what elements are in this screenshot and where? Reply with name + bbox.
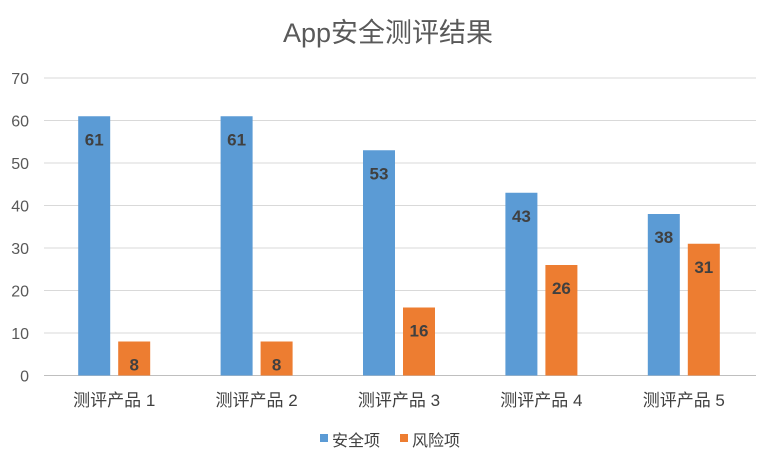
y-tick-label: 10 (11, 326, 29, 343)
y-tick-label: 60 (11, 114, 29, 131)
legend-swatch (400, 434, 408, 442)
y-tick-label: 50 (11, 156, 29, 173)
bar-safety (505, 192, 538, 376)
y-tick-label: 20 (11, 284, 29, 301)
y-tick-label: 0 (20, 369, 29, 386)
data-label: 16 (410, 322, 429, 341)
data-label: 61 (227, 130, 246, 149)
data-label: 31 (694, 258, 713, 277)
data-label: 53 (370, 164, 389, 183)
x-category-label: 测评产品 4 (500, 391, 582, 410)
bar-risk (260, 341, 293, 376)
bar-safety (363, 150, 395, 376)
data-label: 61 (85, 130, 104, 149)
gridlines (44, 77, 756, 376)
bar-safety (220, 116, 253, 376)
x-axis-categories: 测评产品 1 测评产品 2 测评产品 3 测评产品 4 测评产品 5 (73, 391, 725, 410)
y-axis-ticks: 0 10 20 30 40 50 60 70 (11, 71, 29, 386)
bar-risk (687, 243, 720, 376)
bar-safety (647, 214, 680, 376)
data-label: 43 (512, 207, 531, 226)
bar-risk (545, 265, 578, 376)
y-tick-label: 70 (11, 71, 29, 88)
x-category-label: 测评产品 3 (358, 391, 440, 410)
data-label: 26 (552, 279, 571, 298)
bar-risk (118, 341, 151, 376)
x-category-label: 测评产品 1 (73, 391, 155, 410)
legend-label: 安全项 (332, 432, 380, 450)
y-tick-label: 30 (11, 241, 29, 258)
legend-label: 风险项 (412, 432, 460, 450)
data-labels: 61 8 61 8 53 16 43 26 38 31 (85, 130, 714, 374)
bar-risk (403, 307, 435, 376)
data-label: 8 (272, 356, 281, 375)
x-category-label: 测评产品 2 (216, 391, 298, 410)
x-category-label: 测评产品 5 (643, 391, 725, 410)
data-label: 38 (654, 228, 673, 247)
bars (78, 116, 720, 376)
bar-safety (78, 116, 111, 376)
data-label: 8 (129, 356, 138, 375)
legend: 安全项 风险项 (320, 432, 460, 450)
legend-swatch (320, 434, 328, 442)
chart-title: App安全测评结果 (283, 18, 493, 48)
y-tick-label: 40 (11, 199, 29, 216)
